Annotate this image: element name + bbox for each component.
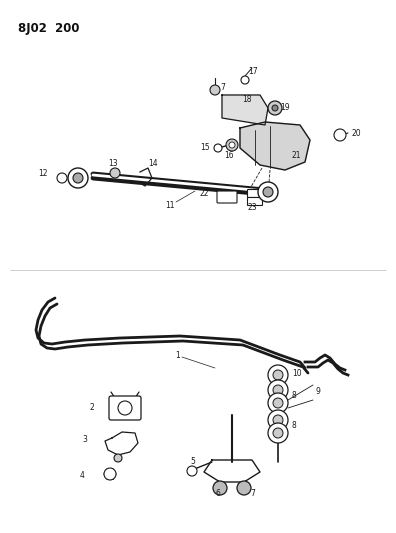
Circle shape — [73, 173, 83, 183]
Polygon shape — [240, 122, 310, 170]
Circle shape — [114, 454, 122, 462]
Circle shape — [210, 85, 220, 95]
Circle shape — [273, 385, 283, 395]
Text: 6: 6 — [215, 489, 220, 498]
Text: 17: 17 — [248, 68, 258, 77]
Circle shape — [68, 168, 88, 188]
Text: 1: 1 — [175, 351, 180, 359]
Text: 20: 20 — [352, 128, 362, 138]
Text: 3: 3 — [82, 435, 87, 445]
Text: 14: 14 — [148, 158, 158, 167]
Circle shape — [258, 182, 278, 202]
Circle shape — [268, 393, 288, 413]
FancyBboxPatch shape — [248, 198, 263, 206]
Circle shape — [187, 466, 197, 476]
Text: 9: 9 — [316, 387, 321, 397]
Circle shape — [263, 187, 273, 197]
Circle shape — [268, 101, 282, 115]
FancyBboxPatch shape — [217, 191, 237, 203]
Text: 11: 11 — [165, 200, 175, 209]
Text: 10: 10 — [292, 368, 302, 377]
Text: 7: 7 — [250, 489, 255, 498]
Circle shape — [273, 428, 283, 438]
Text: 5: 5 — [190, 457, 195, 466]
Circle shape — [334, 129, 346, 141]
Text: 7: 7 — [220, 84, 225, 93]
Text: 2: 2 — [90, 403, 95, 413]
Circle shape — [110, 168, 120, 178]
Circle shape — [268, 380, 288, 400]
Text: 21: 21 — [292, 150, 301, 159]
Circle shape — [268, 365, 288, 385]
Circle shape — [226, 139, 238, 151]
Circle shape — [273, 370, 283, 380]
Circle shape — [241, 76, 249, 84]
Circle shape — [229, 142, 235, 148]
Text: 18: 18 — [242, 94, 251, 103]
Circle shape — [268, 410, 288, 430]
Circle shape — [57, 173, 67, 183]
Circle shape — [214, 144, 222, 152]
Text: 13: 13 — [108, 158, 118, 167]
Circle shape — [213, 481, 227, 495]
Text: 8J02  200: 8J02 200 — [18, 22, 80, 35]
Circle shape — [273, 398, 283, 408]
FancyBboxPatch shape — [109, 396, 141, 420]
Circle shape — [237, 481, 251, 495]
Polygon shape — [222, 95, 268, 125]
Circle shape — [104, 468, 116, 480]
Text: 22: 22 — [200, 190, 209, 198]
Circle shape — [118, 401, 132, 415]
Text: 8: 8 — [292, 391, 297, 400]
Circle shape — [272, 105, 278, 111]
Text: 8: 8 — [292, 421, 297, 430]
Circle shape — [268, 423, 288, 443]
Text: 16: 16 — [224, 150, 234, 159]
Text: 15: 15 — [200, 143, 209, 152]
Text: 12: 12 — [38, 169, 48, 179]
Text: 23: 23 — [248, 203, 258, 212]
FancyBboxPatch shape — [248, 190, 263, 198]
Text: 19: 19 — [280, 103, 289, 112]
Circle shape — [273, 415, 283, 425]
Text: 4: 4 — [80, 472, 85, 481]
